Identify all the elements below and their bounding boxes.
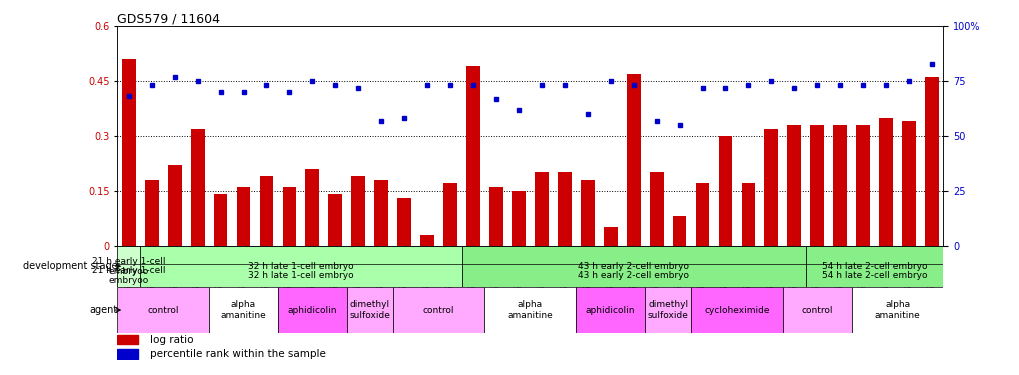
Bar [741, 183, 754, 246]
Bar [691, 287, 783, 333]
Bar [581, 180, 594, 246]
Bar [141, 264, 462, 287]
Text: 32 h late 1-cell embryo: 32 h late 1-cell embryo [248, 262, 354, 271]
Bar [783, 287, 851, 333]
Bar [117, 349, 138, 358]
Bar [489, 187, 502, 246]
Bar [328, 194, 342, 246]
Bar [717, 136, 732, 246]
Bar [392, 287, 484, 333]
Text: 32 h late 1-cell embryo: 32 h late 1-cell embryo [248, 271, 354, 280]
Bar [626, 74, 640, 246]
Bar [851, 287, 943, 333]
Bar [805, 246, 943, 287]
Text: aphidicolin: aphidicolin [585, 306, 635, 315]
Text: aphidicolin: aphidicolin [287, 306, 337, 315]
Bar [214, 194, 227, 246]
Bar [117, 335, 138, 345]
Bar [557, 172, 571, 246]
Text: dimethyl
sulfoxide: dimethyl sulfoxide [647, 300, 688, 320]
Bar [833, 125, 846, 246]
Bar [649, 172, 662, 246]
Bar [695, 183, 709, 246]
Bar [122, 59, 136, 246]
Text: control: control [423, 306, 453, 315]
Bar [534, 172, 548, 246]
Bar [141, 246, 462, 287]
Bar [902, 121, 915, 246]
Bar [856, 125, 869, 246]
Bar [576, 287, 645, 333]
Bar [764, 129, 777, 246]
Text: dimethyl
sulfoxide: dimethyl sulfoxide [348, 300, 390, 320]
Bar [878, 118, 893, 246]
Text: alpha
amanitine: alpha amanitine [507, 300, 552, 320]
Text: 54 h late 2-cell embryo: 54 h late 2-cell embryo [821, 262, 926, 271]
Bar [484, 287, 576, 333]
Bar [466, 66, 479, 246]
Bar [644, 287, 691, 333]
Bar [191, 129, 205, 246]
Bar [420, 234, 434, 246]
Text: log ratio: log ratio [150, 334, 194, 345]
Text: 21 h early 1-cell
embryoo: 21 h early 1-cell embryoo [92, 256, 165, 276]
Bar [924, 77, 938, 246]
Text: 54 h late 2-cell embryo: 54 h late 2-cell embryo [821, 271, 926, 280]
Bar [209, 287, 277, 333]
Text: 43 h early 2-cell embryo: 43 h early 2-cell embryo [578, 262, 689, 271]
Bar [117, 287, 209, 333]
Text: 21 h early 1-cell
embryoo: 21 h early 1-cell embryoo [92, 266, 165, 285]
Bar [117, 246, 943, 264]
Bar [805, 264, 943, 287]
Bar [443, 183, 457, 246]
Bar [603, 227, 618, 246]
Bar [282, 187, 296, 246]
Text: control: control [148, 306, 178, 315]
Bar [145, 180, 159, 246]
Text: control: control [801, 306, 833, 315]
Bar [374, 180, 387, 246]
Bar [117, 246, 141, 287]
Bar [277, 287, 346, 333]
Bar [346, 287, 392, 333]
Bar [306, 169, 319, 246]
Bar [512, 191, 526, 246]
Bar [168, 165, 181, 246]
Bar [236, 187, 251, 246]
Bar [259, 176, 273, 246]
Bar [117, 264, 141, 287]
Bar [673, 216, 686, 246]
Text: alpha
amanitine: alpha amanitine [874, 300, 919, 320]
Bar [397, 198, 411, 246]
Text: 43 h early 2-cell embryo: 43 h early 2-cell embryo [578, 271, 689, 280]
Bar [352, 176, 365, 246]
Text: cycloheximide: cycloheximide [703, 306, 769, 315]
Text: GDS579 / 11604: GDS579 / 11604 [117, 12, 220, 25]
Text: percentile rank within the sample: percentile rank within the sample [150, 349, 326, 359]
Text: development stage: development stage [22, 261, 117, 271]
Text: agent: agent [89, 305, 117, 315]
Bar [810, 125, 823, 246]
Bar [462, 264, 805, 287]
Bar [462, 246, 805, 287]
Bar [787, 125, 801, 246]
Text: alpha
amanitine: alpha amanitine [220, 300, 266, 320]
